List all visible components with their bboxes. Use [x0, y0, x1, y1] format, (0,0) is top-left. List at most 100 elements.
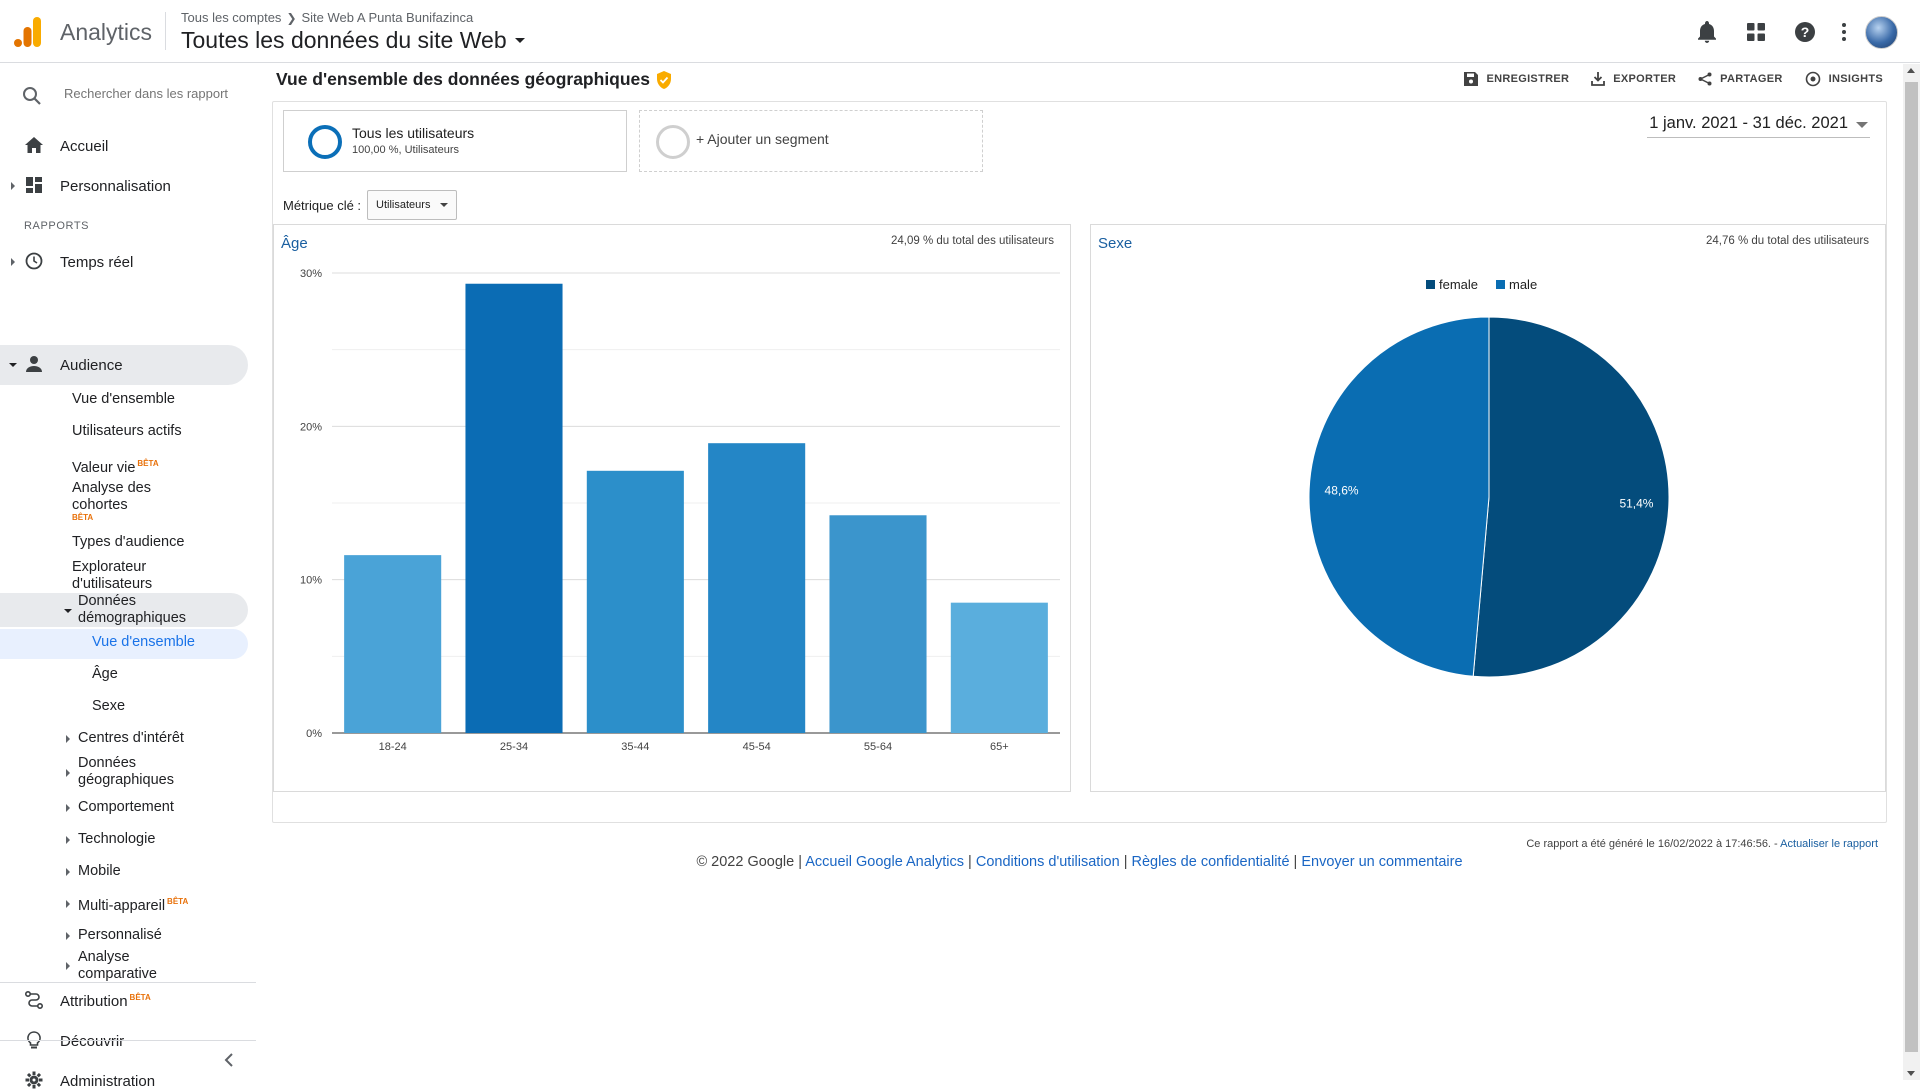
- scrollbar-thumb[interactable]: [1905, 82, 1918, 1052]
- expand-arrow-icon: [66, 804, 70, 812]
- breadcrumb[interactable]: Tous les comptes ❯ Site Web A Punta Buni…: [181, 10, 473, 25]
- scroll-up-arrow-icon[interactable]: [1907, 68, 1915, 73]
- copyright-text: © 2022 Google: [696, 854, 795, 870]
- nav-benchmarking[interactable]: Analyse comparative: [78, 949, 238, 983]
- nav-audience-overview[interactable]: Vue d'ensemble: [72, 391, 175, 407]
- nav-demographics-label-2: démographiques: [78, 610, 187, 626]
- report-footnote: Ce rapport a été généré le 16/02/2022 à …: [1526, 838, 1878, 850]
- nav-realtime-label: Temps réel: [60, 253, 134, 271]
- caret-down-icon: [1856, 122, 1868, 128]
- age-bar-45-54[interactable]: [708, 443, 806, 733]
- age-bar-18-24[interactable]: [344, 555, 442, 733]
- account-avatar[interactable]: [1865, 15, 1898, 49]
- report-search[interactable]: [0, 80, 256, 112]
- nav-demographics[interactable]: Données démographiques: [78, 593, 238, 627]
- add-segment-button[interactable]: + Ajouter un segment: [639, 110, 983, 172]
- x-tick-label: 55-64: [864, 741, 892, 753]
- help-icon[interactable]: ?: [1787, 14, 1823, 50]
- page-scrollbar[interactable]: [1903, 64, 1920, 1080]
- age-bar-35-44[interactable]: [586, 470, 684, 733]
- footer-link-terms[interactable]: Conditions d'utilisation: [975, 854, 1120, 870]
- age-bar-25-34[interactable]: [465, 283, 563, 733]
- nav-cross-device[interactable]: Multi-appareil BÊTA: [78, 893, 238, 915]
- nav-custom[interactable]: Personnalisé: [78, 927, 162, 943]
- verified-shield-icon: [657, 70, 672, 89]
- nav-audience-label: Audience: [60, 356, 123, 374]
- expand-arrow-icon: [66, 868, 70, 876]
- nav-demographics-overview[interactable]: Vue d'ensemble: [92, 634, 195, 650]
- notifications-bell-icon[interactable]: [1689, 14, 1725, 50]
- view-selector[interactable]: Toutes les données du site Web: [181, 27, 525, 54]
- share-button[interactable]: PARTAGER: [1698, 72, 1783, 86]
- person-icon: [24, 354, 44, 374]
- more-vert-icon[interactable]: [1836, 14, 1852, 50]
- footer-link-privacy[interactable]: Règles de confidentialité: [1131, 854, 1290, 870]
- nav-audience[interactable]: Audience: [0, 354, 248, 376]
- nav-home[interactable]: Accueil: [0, 135, 248, 157]
- expand-arrow-icon: [66, 769, 70, 777]
- key-metric-select[interactable]: Utilisateurs: [367, 190, 458, 220]
- nav-customization[interactable]: Personnalisation: [0, 175, 248, 197]
- search-input[interactable]: [64, 86, 244, 101]
- pie-slice-male[interactable]: [1308, 316, 1490, 677]
- age-panel-title[interactable]: Âge: [281, 235, 308, 252]
- collapse-sidebar-chevron-icon[interactable]: [222, 1052, 236, 1073]
- nav-realtime[interactable]: Temps réel: [0, 251, 248, 273]
- refresh-report-link[interactable]: Actualiser le rapport: [1780, 838, 1878, 850]
- beta-badge: BÊTA: [72, 513, 94, 522]
- nav-cohort-label-2: cohortes: [72, 497, 128, 513]
- nav-audience-types[interactable]: Types d'audience: [72, 534, 185, 550]
- nav-active-users[interactable]: Utilisateurs actifs: [72, 423, 182, 439]
- nav-mobile[interactable]: Mobile: [78, 863, 121, 879]
- nav-attribution[interactable]: Attribution BÊTA: [0, 990, 248, 1012]
- save-icon: [1464, 72, 1479, 86]
- nav-technology[interactable]: Technologie: [78, 831, 156, 847]
- y-tick-label: 20%: [300, 421, 322, 433]
- expand-arrow-icon: [66, 932, 70, 940]
- sex-panel-title[interactable]: Sexe: [1098, 235, 1133, 252]
- age-bar-65+[interactable]: [950, 602, 1048, 733]
- key-metric-label: Métrique clé :: [283, 197, 362, 213]
- key-metric-row: Métrique clé : Utilisateurs: [283, 190, 458, 220]
- pie-slice-label: 51,4%: [1619, 496, 1653, 510]
- beta-badge: BÊTA: [137, 459, 159, 468]
- home-icon: [24, 135, 44, 155]
- gear-icon: [24, 1070, 44, 1090]
- nav-geo[interactable]: Données géographiques: [78, 755, 238, 789]
- nav-demographics-sex[interactable]: Sexe: [92, 698, 126, 714]
- date-range-picker[interactable]: 1 janv. 2021 - 31 déc. 2021: [1647, 114, 1870, 138]
- age-bar-55-64[interactable]: [829, 515, 927, 733]
- scroll-down-arrow-icon[interactable]: [1907, 1071, 1915, 1076]
- breadcrumb-property[interactable]: Site Web A Punta Bunifazinca: [301, 10, 474, 25]
- nav-cohort-analysis[interactable]: Analyse des cohortes BÊTA: [72, 480, 242, 522]
- breadcrumb-account[interactable]: Tous les comptes: [181, 10, 282, 25]
- nav-cohort-label-1: Analyse des: [72, 480, 151, 496]
- legend-label[interactable]: female: [1439, 277, 1478, 292]
- nav-discover-label: Découvrir: [60, 1032, 125, 1050]
- footer-link-ga-home[interactable]: Accueil Google Analytics: [805, 854, 965, 870]
- nav-demographics-age[interactable]: Âge: [92, 666, 118, 682]
- save-button[interactable]: ENREGISTRER: [1464, 72, 1569, 86]
- apps-grid-icon[interactable]: [1738, 14, 1774, 50]
- app-name: Analytics: [60, 19, 153, 45]
- nav-customization-label: Personnalisation: [60, 177, 171, 195]
- segment-all-users[interactable]: Tous les utilisateurs 100,00 %, Utilisat…: [283, 110, 627, 172]
- attribution-icon: [24, 990, 44, 1010]
- y-tick-label: 0%: [306, 728, 322, 740]
- legend-label[interactable]: male: [1509, 277, 1537, 292]
- nav-interests[interactable]: Centres d'intérêt: [78, 730, 184, 746]
- report-content: Tous les utilisateurs 100,00 %, Utilisat…: [272, 101, 1887, 850]
- pie-slice-female[interactable]: [1472, 316, 1670, 678]
- insights-button[interactable]: INSIGHTS: [1805, 71, 1883, 87]
- nav-lifetime-value[interactable]: Valeur vie BÊTA: [72, 455, 242, 477]
- footnote-text: Ce rapport a été généré le 16/02/2022 à …: [1526, 838, 1781, 850]
- nav-admin[interactable]: Administration: [0, 1070, 248, 1092]
- nav-user-explorer[interactable]: Explorateur d'utilisateurs: [72, 559, 242, 593]
- nav-behavior[interactable]: Comportement: [78, 799, 174, 815]
- share-icon: [1698, 72, 1712, 86]
- nav-discover[interactable]: Découvrir: [0, 1030, 248, 1052]
- page-footer: © 2022 Google | Accueil Google Analytics…: [696, 854, 1463, 870]
- footer-link-feedback[interactable]: Envoyer un commentaire: [1301, 854, 1463, 870]
- sex-panel-note: 24,76 % du total des utilisateurs: [1705, 235, 1869, 247]
- export-button[interactable]: EXPORTER: [1591, 72, 1676, 86]
